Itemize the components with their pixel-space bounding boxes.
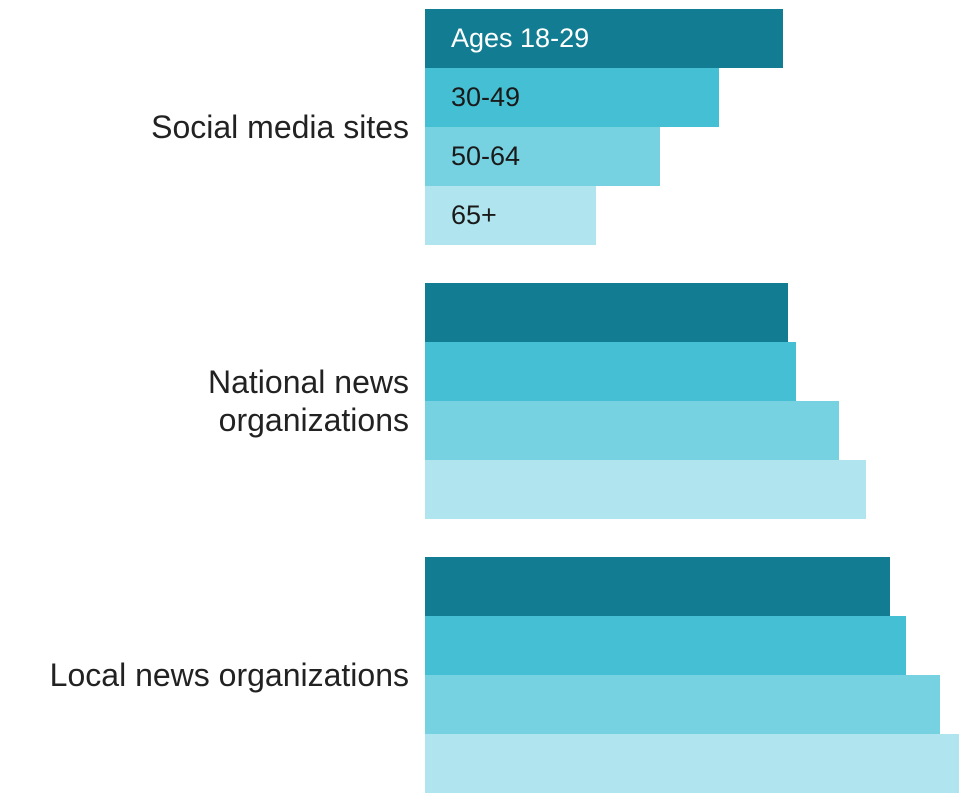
bar: 65+ bbox=[425, 186, 596, 245]
bar bbox=[425, 460, 866, 519]
bar bbox=[425, 734, 959, 793]
bar bbox=[425, 283, 789, 342]
bar: 30-49 bbox=[425, 68, 719, 127]
legend-label: 65+ bbox=[451, 200, 497, 230]
bar: 50-64 bbox=[425, 127, 660, 186]
category-label-line: Social media sites bbox=[151, 109, 409, 145]
category-label: Local news organizations bbox=[50, 656, 409, 694]
bar: Ages 18-29 bbox=[425, 9, 783, 68]
bar bbox=[425, 342, 797, 401]
category-label-line: Local news organizations bbox=[49, 657, 409, 693]
bar bbox=[425, 557, 890, 616]
bar bbox=[425, 401, 839, 460]
bar bbox=[425, 675, 941, 734]
category-label: National news organizations bbox=[208, 363, 409, 439]
category-label: Social media sites bbox=[151, 108, 409, 146]
legend-label: 30-49 bbox=[451, 82, 521, 112]
category-label-line: organizations bbox=[218, 402, 409, 438]
bar bbox=[425, 616, 906, 675]
legend-label: Ages 18-29 bbox=[451, 23, 590, 53]
legend-label: 50-64 bbox=[451, 141, 521, 171]
category-label-line: National news bbox=[208, 364, 409, 400]
